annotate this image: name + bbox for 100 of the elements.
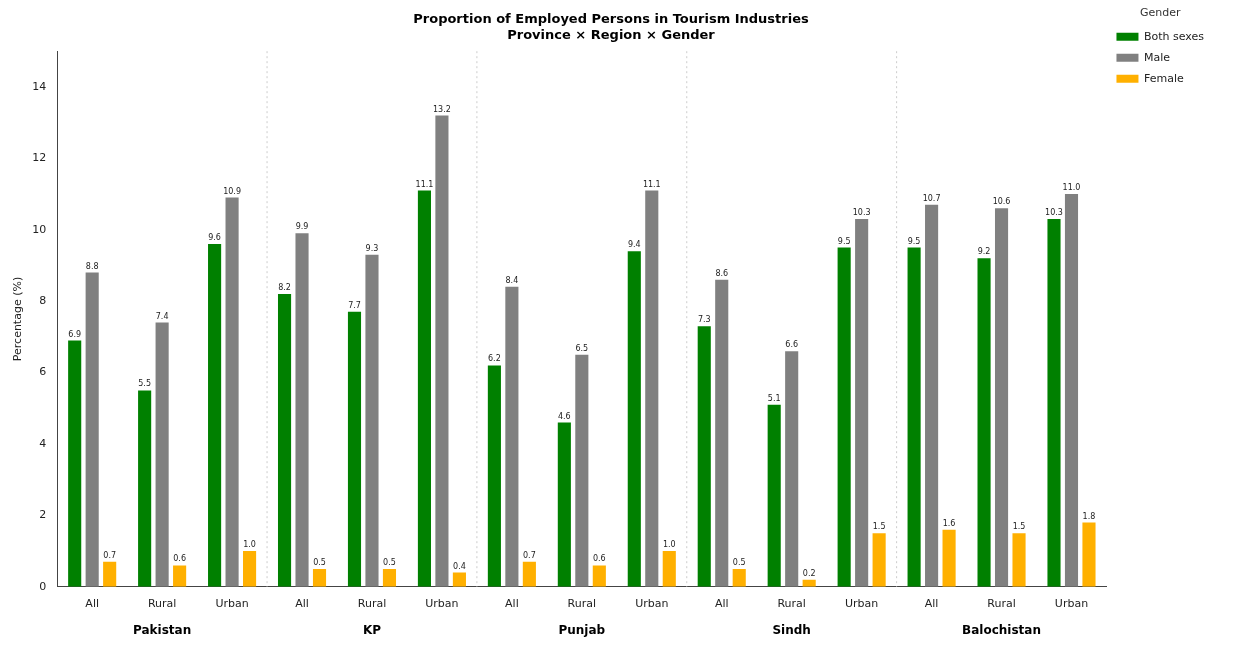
data-label: 6.9 [68, 329, 82, 339]
data-label: 0.5 [383, 558, 396, 568]
x-tick-label: Urban [635, 597, 669, 611]
y-tick-label: 12 [32, 151, 47, 165]
data-label: 9.3 [365, 243, 379, 253]
bar [1012, 533, 1026, 587]
bar [487, 365, 501, 587]
bar [994, 208, 1009, 587]
data-label: 9.5 [837, 236, 851, 246]
y-tick-label: 0 [39, 579, 47, 593]
data-label: 6.2 [488, 354, 501, 364]
bar [208, 244, 222, 587]
data-label: 8.8 [85, 261, 99, 271]
chart-title: Proportion of Employed Persons in Tourism Industries [413, 11, 809, 27]
x-tick-label: Urban [215, 597, 249, 611]
data-label: 0.7 [103, 550, 117, 560]
bar [977, 258, 991, 587]
y-axis-title: Percentage (%) [11, 276, 25, 362]
x-tick-label: Rural [777, 597, 806, 611]
legend-label: Male [1143, 50, 1171, 64]
data-label: 0.6 [592, 554, 606, 564]
data-label: 1.5 [872, 522, 886, 532]
bar [592, 565, 606, 587]
bar [767, 404, 781, 587]
data-label: 13.2 [433, 104, 451, 114]
bar [1064, 194, 1079, 587]
bar [225, 197, 239, 587]
bar [85, 272, 99, 587]
data-label: 9.2 [977, 247, 991, 257]
bar [417, 190, 431, 587]
bar [715, 279, 729, 587]
data-label: 7.7 [348, 300, 361, 310]
x-tick-label: Urban [425, 597, 459, 611]
y-tick-label: 4 [39, 436, 47, 450]
x-tick-label: Rural [987, 597, 1016, 611]
bar [855, 219, 869, 587]
bar [365, 254, 379, 587]
data-label: 0.7 [523, 550, 536, 560]
x-tick-label: All [924, 597, 939, 611]
x-tick-label: Urban [1054, 597, 1089, 611]
data-label: 1.5 [1012, 522, 1026, 532]
data-label: 1.8 [1082, 511, 1096, 521]
data-label: 9.9 [295, 222, 309, 232]
bar [505, 286, 519, 587]
x-tick-label: All [295, 597, 309, 611]
text: Balochistan [962, 622, 1041, 637]
bar [295, 233, 309, 587]
data-label: 1.0 [243, 540, 256, 550]
data-label: 11.1 [415, 179, 434, 189]
bar [837, 247, 851, 587]
text: Punjab [558, 622, 606, 637]
y-tick-label: 14 [32, 79, 47, 93]
bar [435, 115, 449, 587]
text: Pakistan [133, 622, 192, 637]
bar [173, 565, 187, 587]
x-tick-label: All [85, 597, 99, 611]
bar [645, 190, 659, 587]
data-label: 9.6 [208, 233, 221, 243]
data-label: 9.4 [627, 240, 641, 250]
data-label: 10.3 [1045, 208, 1063, 218]
bar [697, 326, 711, 587]
bar [627, 251, 641, 587]
x-tick-label: All [505, 597, 519, 611]
bar [68, 340, 82, 587]
bar [347, 311, 362, 587]
y-tick-label: 8 [39, 294, 47, 308]
data-label: 7.4 [155, 311, 169, 321]
data-label: 8.4 [505, 275, 519, 285]
data-label: 11.1 [642, 179, 661, 189]
bar [522, 561, 536, 587]
data-label: 0.4 [453, 561, 466, 571]
x-tick-label: Rural [567, 597, 597, 611]
data-label: 7.3 [697, 315, 711, 325]
data-label: 10.7 [922, 193, 941, 203]
x-tick-label: Rural [357, 597, 387, 611]
bar [1047, 219, 1061, 587]
bar [872, 533, 886, 587]
bar [925, 204, 939, 587]
y-tick-label: 10 [32, 222, 47, 236]
bar [382, 568, 397, 587]
bar [907, 247, 921, 587]
bar [1082, 522, 1096, 587]
legend-label: Both sexes [1143, 29, 1205, 43]
x-tick-label: All [714, 597, 729, 611]
y-tick-label: 6 [39, 365, 47, 379]
text: Sindh [772, 622, 811, 637]
bar [155, 322, 169, 587]
text: KP [362, 622, 382, 637]
data-label: 8.6 [715, 268, 729, 278]
data-label: 4.6 [557, 411, 571, 421]
data-label: 5.1 [767, 393, 781, 403]
data-label: 6.5 [575, 343, 589, 353]
y-tick-label: 2 [39, 508, 47, 522]
data-label: 1.6 [942, 518, 956, 528]
bar [785, 351, 799, 587]
data-label: 10.3 [852, 208, 871, 218]
data-label: 0.5 [313, 558, 326, 568]
bar [942, 529, 956, 587]
data-label: 6.6 [785, 340, 799, 350]
x-tick-label: Urban [845, 597, 879, 611]
